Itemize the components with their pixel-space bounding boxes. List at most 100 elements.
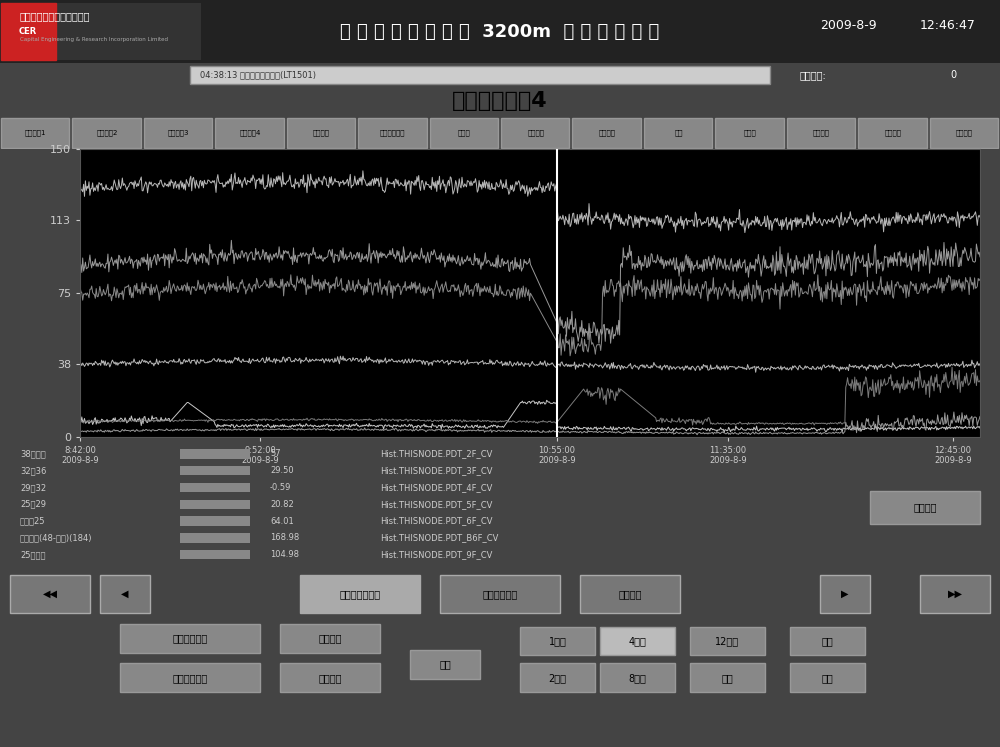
Text: 工业水: 工业水 — [744, 129, 756, 136]
FancyBboxPatch shape — [1, 118, 69, 148]
Text: 改变颜色: 改变颜色 — [618, 589, 642, 599]
Text: 32与36: 32与36 — [20, 466, 46, 475]
FancyBboxPatch shape — [440, 575, 560, 613]
Text: 三天: 三天 — [822, 636, 833, 646]
Text: Capital Engineering & Research Incorporation Limited: Capital Engineering & Research Incorpora… — [20, 37, 168, 43]
Text: 2小时: 2小时 — [548, 673, 566, 683]
Text: 七天: 七天 — [822, 673, 833, 683]
Text: 炉底碳砖: 炉底碳砖 — [527, 129, 544, 136]
FancyBboxPatch shape — [820, 575, 870, 613]
FancyBboxPatch shape — [190, 66, 770, 84]
Text: 1小时: 1小时 — [549, 636, 566, 646]
FancyBboxPatch shape — [280, 624, 380, 653]
FancyBboxPatch shape — [180, 533, 250, 542]
FancyBboxPatch shape — [358, 118, 427, 148]
Text: 炉身静压: 炉身静压 — [599, 129, 616, 136]
Text: ▶: ▶ — [841, 589, 849, 599]
Text: Hist.THISNODE.PDT_5F_CV: Hist.THISNODE.PDT_5F_CV — [380, 500, 492, 509]
Text: 8小时: 8小时 — [629, 673, 646, 683]
Text: 当前登陆:: 当前登陆: — [800, 69, 827, 80]
Text: 主要参数1: 主要参数1 — [25, 129, 46, 136]
FancyBboxPatch shape — [180, 483, 250, 492]
FancyBboxPatch shape — [715, 118, 784, 148]
Text: 2009-8-9: 2009-8-9 — [820, 19, 877, 32]
FancyBboxPatch shape — [300, 575, 420, 613]
Text: ▶▶: ▶▶ — [948, 589, 963, 599]
Text: 冷却壁水系统: 冷却壁水系统 — [380, 129, 406, 136]
FancyBboxPatch shape — [180, 466, 250, 475]
FancyBboxPatch shape — [120, 663, 260, 692]
FancyBboxPatch shape — [180, 449, 250, 459]
Text: 0: 0 — [950, 69, 956, 80]
Text: 4小时: 4小时 — [629, 636, 646, 646]
FancyBboxPatch shape — [690, 663, 765, 692]
Text: -0.59: -0.59 — [270, 483, 291, 492]
Text: 炉缸: 炉缸 — [674, 129, 683, 136]
Bar — [1, 3, 56, 61]
FancyBboxPatch shape — [930, 118, 998, 148]
FancyBboxPatch shape — [520, 627, 595, 656]
Text: 天 津 钢 铁 有 限 公 司  3200m  高 炉 监 控 系 统: 天 津 钢 铁 有 限 公 司 3200m 高 炉 监 控 系 统 — [340, 22, 660, 41]
Text: 多数据值生标: 多数据值生标 — [482, 589, 518, 599]
Text: 04:38:13 东来源水位低报警(LT1501): 04:38:13 东来源水位低报警(LT1501) — [200, 70, 316, 79]
Text: 冷却壁: 冷却壁 — [458, 129, 471, 136]
Text: 中冶京诚工程技术有限公司: 中冶京诚工程技术有限公司 — [20, 11, 90, 21]
Text: 实时趋势: 实时趋势 — [318, 633, 342, 643]
Text: 炉顶与25: 炉顶与25 — [20, 516, 46, 526]
FancyBboxPatch shape — [180, 516, 250, 526]
Text: 12:46:47: 12:46:47 — [920, 19, 976, 32]
FancyBboxPatch shape — [144, 118, 212, 148]
FancyBboxPatch shape — [1, 3, 201, 61]
FancyBboxPatch shape — [430, 118, 498, 148]
Text: 更新: 更新 — [439, 660, 451, 669]
Text: Hist.THISNODE.PDT_9F_CV: Hist.THISNODE.PDT_9F_CV — [380, 550, 492, 560]
Text: 窑机趋势: 窑机趋势 — [956, 129, 973, 136]
Text: 64.01: 64.01 — [270, 516, 294, 526]
Text: 29与32: 29与32 — [20, 483, 46, 492]
Text: 炉身静压压差4: 炉身静压压差4 — [452, 91, 548, 111]
FancyBboxPatch shape — [120, 624, 260, 653]
Text: 104.98: 104.98 — [270, 550, 299, 560]
Text: Hist.THISNODE.PDT_3F_CV: Hist.THISNODE.PDT_3F_CV — [380, 466, 492, 475]
Text: 一天: 一天 — [722, 673, 733, 683]
FancyBboxPatch shape — [690, 627, 765, 656]
FancyBboxPatch shape — [10, 575, 90, 613]
Text: ◀◀: ◀◀ — [42, 589, 58, 599]
FancyBboxPatch shape — [870, 491, 980, 524]
Text: Hist.THISNODE.PDT_2F_CV: Hist.THISNODE.PDT_2F_CV — [380, 449, 492, 459]
Text: 168.98: 168.98 — [270, 533, 299, 542]
FancyBboxPatch shape — [215, 118, 284, 148]
Text: CER: CER — [19, 27, 37, 37]
FancyBboxPatch shape — [180, 500, 250, 509]
Text: 主要参数3: 主要参数3 — [168, 129, 189, 136]
FancyBboxPatch shape — [410, 650, 480, 679]
Text: Hist.THISNODE.PDT_4F_CV: Hist.THISNODE.PDT_4F_CV — [380, 483, 492, 492]
FancyBboxPatch shape — [858, 118, 927, 148]
FancyBboxPatch shape — [520, 663, 595, 692]
FancyBboxPatch shape — [600, 663, 675, 692]
Text: 炉外软水: 炉外软水 — [813, 129, 830, 136]
Text: 十字高温: 十字高温 — [313, 129, 330, 136]
Text: 启动日期及时间: 启动日期及时间 — [339, 589, 381, 599]
FancyBboxPatch shape — [72, 118, 141, 148]
FancyBboxPatch shape — [572, 118, 641, 148]
FancyBboxPatch shape — [787, 118, 855, 148]
FancyBboxPatch shape — [644, 118, 712, 148]
Text: 38与顶压: 38与顶压 — [20, 449, 46, 459]
Text: ◀: ◀ — [121, 589, 129, 599]
Text: 历史趋势: 历史趋势 — [318, 673, 342, 683]
FancyBboxPatch shape — [280, 663, 380, 692]
FancyBboxPatch shape — [790, 663, 865, 692]
FancyBboxPatch shape — [287, 118, 355, 148]
Text: 57: 57 — [270, 449, 281, 459]
FancyBboxPatch shape — [580, 575, 680, 613]
Text: 减少时间长度: 减少时间长度 — [172, 673, 208, 683]
FancyBboxPatch shape — [790, 627, 865, 656]
Text: 料柱压差(48-炉顶)(184): 料柱压差(48-炉顶)(184) — [20, 533, 92, 542]
Text: 高炉煤气: 高炉煤气 — [884, 129, 901, 136]
Text: Hist.THISNODE.PDT_6F_CV: Hist.THISNODE.PDT_6F_CV — [380, 516, 492, 526]
FancyBboxPatch shape — [600, 627, 675, 656]
FancyBboxPatch shape — [180, 550, 250, 560]
Text: 主要参数4: 主要参数4 — [239, 129, 261, 136]
Text: 20.82: 20.82 — [270, 500, 294, 509]
